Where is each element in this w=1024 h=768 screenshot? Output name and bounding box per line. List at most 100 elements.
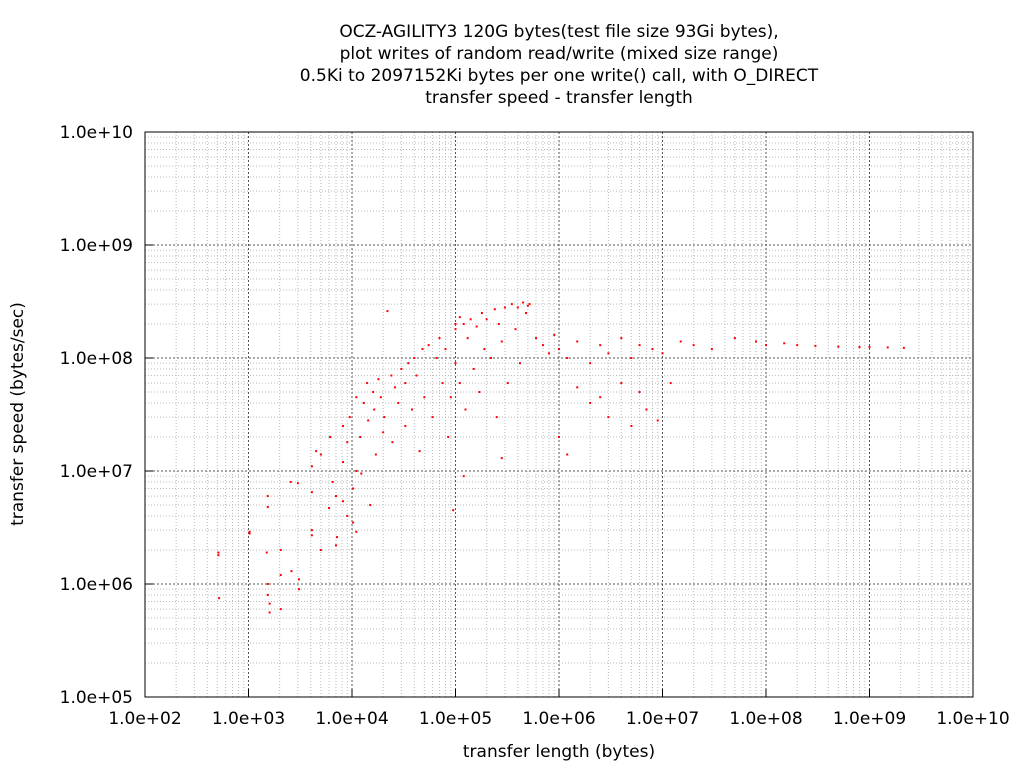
data-point: [266, 495, 269, 498]
data-point: [868, 346, 871, 349]
data-point: [383, 416, 386, 419]
data-point: [754, 340, 757, 343]
data-point: [454, 362, 457, 365]
data-point: [352, 521, 355, 524]
data-point: [478, 391, 481, 394]
data-point: [268, 611, 271, 614]
data-point: [397, 401, 400, 404]
data-point: [458, 382, 461, 385]
data-point: [355, 530, 358, 533]
data-point: [500, 457, 503, 460]
data-point: [454, 322, 457, 325]
data-point: [421, 348, 424, 351]
y-tick-label: 1.0e+07: [60, 462, 133, 482]
y-tick-label: 1.0e+06: [60, 575, 133, 595]
data-point: [710, 348, 713, 351]
data-point: [669, 382, 672, 385]
data-point: [452, 509, 455, 512]
data-point: [342, 461, 345, 464]
data-point: [541, 344, 544, 347]
data-point: [497, 322, 500, 325]
data-point: [393, 386, 396, 389]
data-point: [607, 352, 610, 355]
data-point: [692, 344, 695, 347]
x-tick-label: 1.0e+08: [729, 709, 802, 729]
x-tick-label: 1.0e+06: [522, 709, 595, 729]
data-point: [372, 391, 375, 394]
data-point: [290, 570, 293, 573]
data-point: [266, 593, 269, 596]
data-point: [620, 382, 623, 385]
data-point: [535, 337, 538, 340]
data-point: [493, 308, 496, 311]
x-tick-label: 1.0e+02: [108, 709, 181, 729]
data-point: [500, 340, 503, 343]
y-axis-label: transfer speed (bytes/sec): [8, 302, 28, 526]
x-tick-label: 1.0e+09: [833, 709, 906, 729]
y-tick-label: 1.0e+09: [60, 236, 133, 256]
data-point: [342, 500, 345, 503]
data-point: [447, 435, 450, 438]
x-tick-label: 1.0e+10: [936, 709, 1009, 729]
data-point: [248, 532, 251, 535]
data-point: [553, 333, 556, 336]
data-point: [449, 396, 452, 399]
chart-title-line-3: 0.5Ki to 2097152Ki bytes per one write()…: [299, 66, 819, 86]
y-tick-label: 1.0e+05: [60, 688, 133, 708]
data-point: [355, 396, 358, 399]
data-point: [431, 416, 434, 419]
data-point: [418, 450, 421, 453]
data-point: [620, 337, 623, 340]
data-point: [407, 362, 410, 365]
data-point: [415, 374, 418, 377]
data-point: [441, 382, 444, 385]
data-point: [902, 346, 905, 349]
data-point: [516, 306, 519, 309]
data-point: [435, 357, 438, 359]
data-point: [858, 346, 861, 349]
chart-title-line-4: transfer speed - transfer length: [425, 88, 693, 108]
x-tick-label: 1.0e+03: [212, 709, 285, 729]
data-point: [248, 530, 251, 533]
data-point: [367, 419, 370, 422]
data-point: [342, 425, 345, 428]
data-point: [310, 465, 313, 468]
data-point: [374, 453, 377, 456]
data-point: [638, 391, 641, 394]
data-point: [310, 534, 313, 537]
grid-layer: [144, 131, 974, 698]
chart-title-line-2: plot writes of random read/write (mixed …: [339, 44, 779, 64]
data-point: [510, 303, 513, 306]
data-point: [483, 348, 486, 351]
data-point: [514, 328, 517, 331]
data-point: [679, 340, 682, 343]
data-point: [783, 342, 786, 345]
data-point: [656, 419, 659, 422]
data-point: [733, 337, 736, 340]
data-point: [377, 378, 380, 381]
data-point: [566, 357, 569, 359]
data-point: [334, 495, 337, 498]
data-point: [462, 322, 465, 325]
data-point: [528, 303, 531, 306]
data-point: [329, 435, 332, 438]
data-point: [289, 480, 292, 483]
data-point: [438, 337, 441, 340]
data-point: [526, 304, 529, 307]
x-tick-label: 1.0e+04: [315, 709, 388, 729]
data-point: [297, 588, 300, 591]
data-point: [469, 318, 472, 321]
data-point: [765, 344, 767, 347]
data-point: [315, 450, 318, 453]
data-point: [589, 401, 592, 404]
data-point: [319, 548, 322, 551]
data-point: [472, 367, 475, 370]
x-tick-label: 1.0e+07: [626, 709, 699, 729]
data-point: [355, 470, 358, 472]
y-tick-label: 1.0e+08: [60, 349, 133, 369]
data-point: [444, 348, 447, 351]
data-point: [346, 514, 349, 517]
data-point: [495, 416, 498, 419]
data-point: [400, 367, 403, 370]
data-point: [359, 435, 362, 438]
